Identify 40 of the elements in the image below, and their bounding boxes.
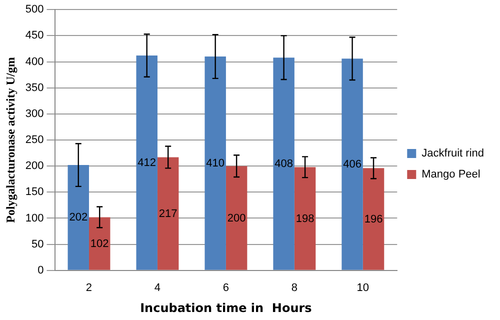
- bar: [273, 58, 294, 270]
- data-label: 196: [364, 213, 383, 226]
- y-tick-label: 450: [25, 30, 44, 42]
- bar: [88, 217, 110, 270]
- bar: [204, 56, 226, 270]
- x-tick-label: 8: [291, 282, 298, 294]
- x-axis-title: Incubation time in Hours: [140, 300, 312, 315]
- bar: [157, 157, 179, 270]
- bar: [226, 166, 248, 270]
- y-tick-label: 350: [25, 82, 44, 94]
- y-tick-label: 250: [25, 134, 44, 146]
- y-tick-label: 500: [25, 4, 44, 16]
- data-label: 406: [343, 158, 362, 171]
- data-label: 410: [206, 158, 225, 170]
- x-tick-label: 10: [356, 282, 370, 294]
- bar: [68, 165, 89, 270]
- y-tick-label: 150: [25, 186, 44, 198]
- bar: [342, 58, 363, 270]
- legend-label: Mango Peel: [422, 168, 480, 181]
- bar: [362, 168, 384, 270]
- data-label: 200: [227, 212, 246, 224]
- data-label: 202: [69, 212, 88, 224]
- y-tick-label: 400: [25, 56, 44, 68]
- data-label: 412: [138, 156, 156, 169]
- data-label: 198: [296, 212, 314, 225]
- x-tick-label: 6: [222, 282, 230, 294]
- data-label: 102: [90, 238, 109, 250]
- y-tick-label: 100: [25, 212, 44, 224]
- data-label: 217: [158, 208, 178, 220]
- x-tick-label: 4: [154, 282, 161, 294]
- bar: [294, 167, 316, 270]
- y-tick-label: 50: [32, 238, 44, 250]
- x-tick-label: 2: [86, 282, 92, 294]
- y-axis-title: Polygalacturonase activity U/gm: [3, 57, 18, 223]
- y-tick-label: 200: [25, 160, 44, 172]
- legend-label: Jackfruit rind: [422, 148, 484, 160]
- data-label: 408: [274, 158, 293, 170]
- y-tick-label: 0: [38, 264, 44, 276]
- y-tick-label: 300: [25, 108, 44, 120]
- bar: [136, 56, 158, 270]
